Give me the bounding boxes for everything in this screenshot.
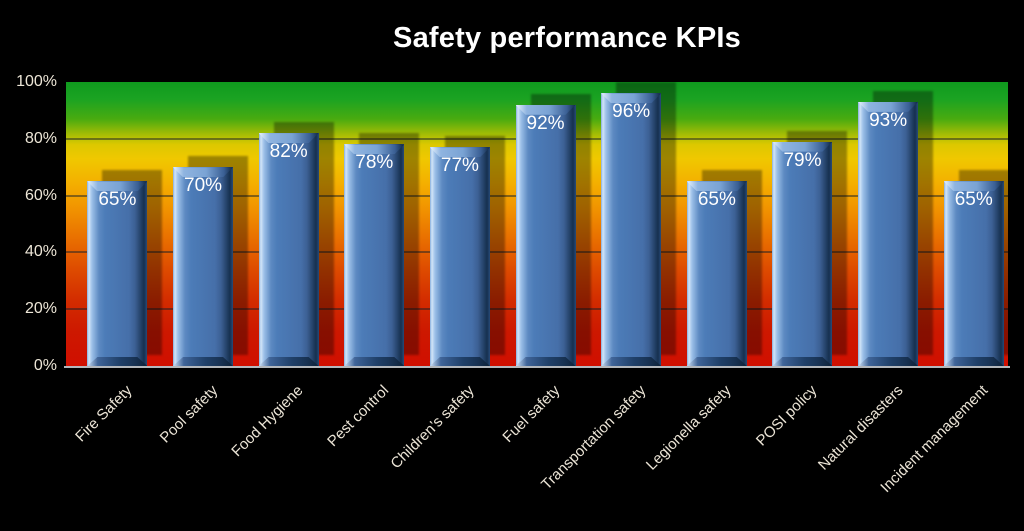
- bar-value-label: 82%: [269, 141, 308, 163]
- bar: 65%: [686, 181, 747, 366]
- bar: 82%: [258, 133, 319, 366]
- bar: 93%: [858, 101, 919, 366]
- bar: 70%: [173, 167, 234, 366]
- x-tick-label: Natural disasters: [814, 382, 907, 474]
- bar: 65%: [943, 181, 1004, 366]
- y-tick-label: 0%: [33, 357, 57, 374]
- bar: 65%: [87, 181, 148, 366]
- y-tick-label: 20%: [24, 300, 57, 318]
- x-tick-label: Children’s safety: [387, 382, 478, 473]
- bar-value-label: 92%: [526, 112, 565, 134]
- x-tick-label: Fire Safety: [72, 382, 136, 446]
- x-tick-label: POSI policy: [753, 382, 821, 450]
- chart-title: Safety performance KPIs: [393, 22, 741, 54]
- bar-value-label: 96%: [612, 101, 651, 123]
- bar: 92%: [515, 104, 576, 366]
- plot-area: 65% 70% 82% 78% 77% 92% 96% 65% 79% 93% 65%: [66, 82, 1008, 366]
- y-tick-label: 40%: [24, 243, 57, 261]
- y-tick-label: 100%: [16, 73, 57, 90]
- bar-value-label: 79%: [783, 149, 822, 171]
- bar-value-label: 65%: [98, 189, 137, 211]
- x-tick-label: Fuel safety: [499, 382, 564, 446]
- bar: 77%: [429, 147, 490, 366]
- bar: 79%: [772, 141, 833, 366]
- x-tick-label: Legionella safety: [643, 382, 735, 474]
- bar-value-label: 78%: [355, 152, 394, 174]
- y-tick-label: 80%: [24, 129, 57, 147]
- x-tick-label: Pool safety: [156, 382, 222, 447]
- x-tick-label: Food Hygiene: [228, 382, 307, 461]
- bar: 96%: [601, 93, 662, 366]
- y-tick-label: 60%: [24, 186, 57, 204]
- bar: 78%: [344, 144, 405, 366]
- bar-value-label: 77%: [440, 155, 479, 177]
- bar-value-label: 65%: [697, 189, 736, 211]
- bar-value-label: 70%: [184, 175, 223, 197]
- x-axis-line: [64, 366, 1010, 368]
- x-tick-label: Pest control: [324, 382, 393, 451]
- bar-value-label: 65%: [954, 189, 993, 211]
- bar-value-label: 93%: [869, 109, 908, 131]
